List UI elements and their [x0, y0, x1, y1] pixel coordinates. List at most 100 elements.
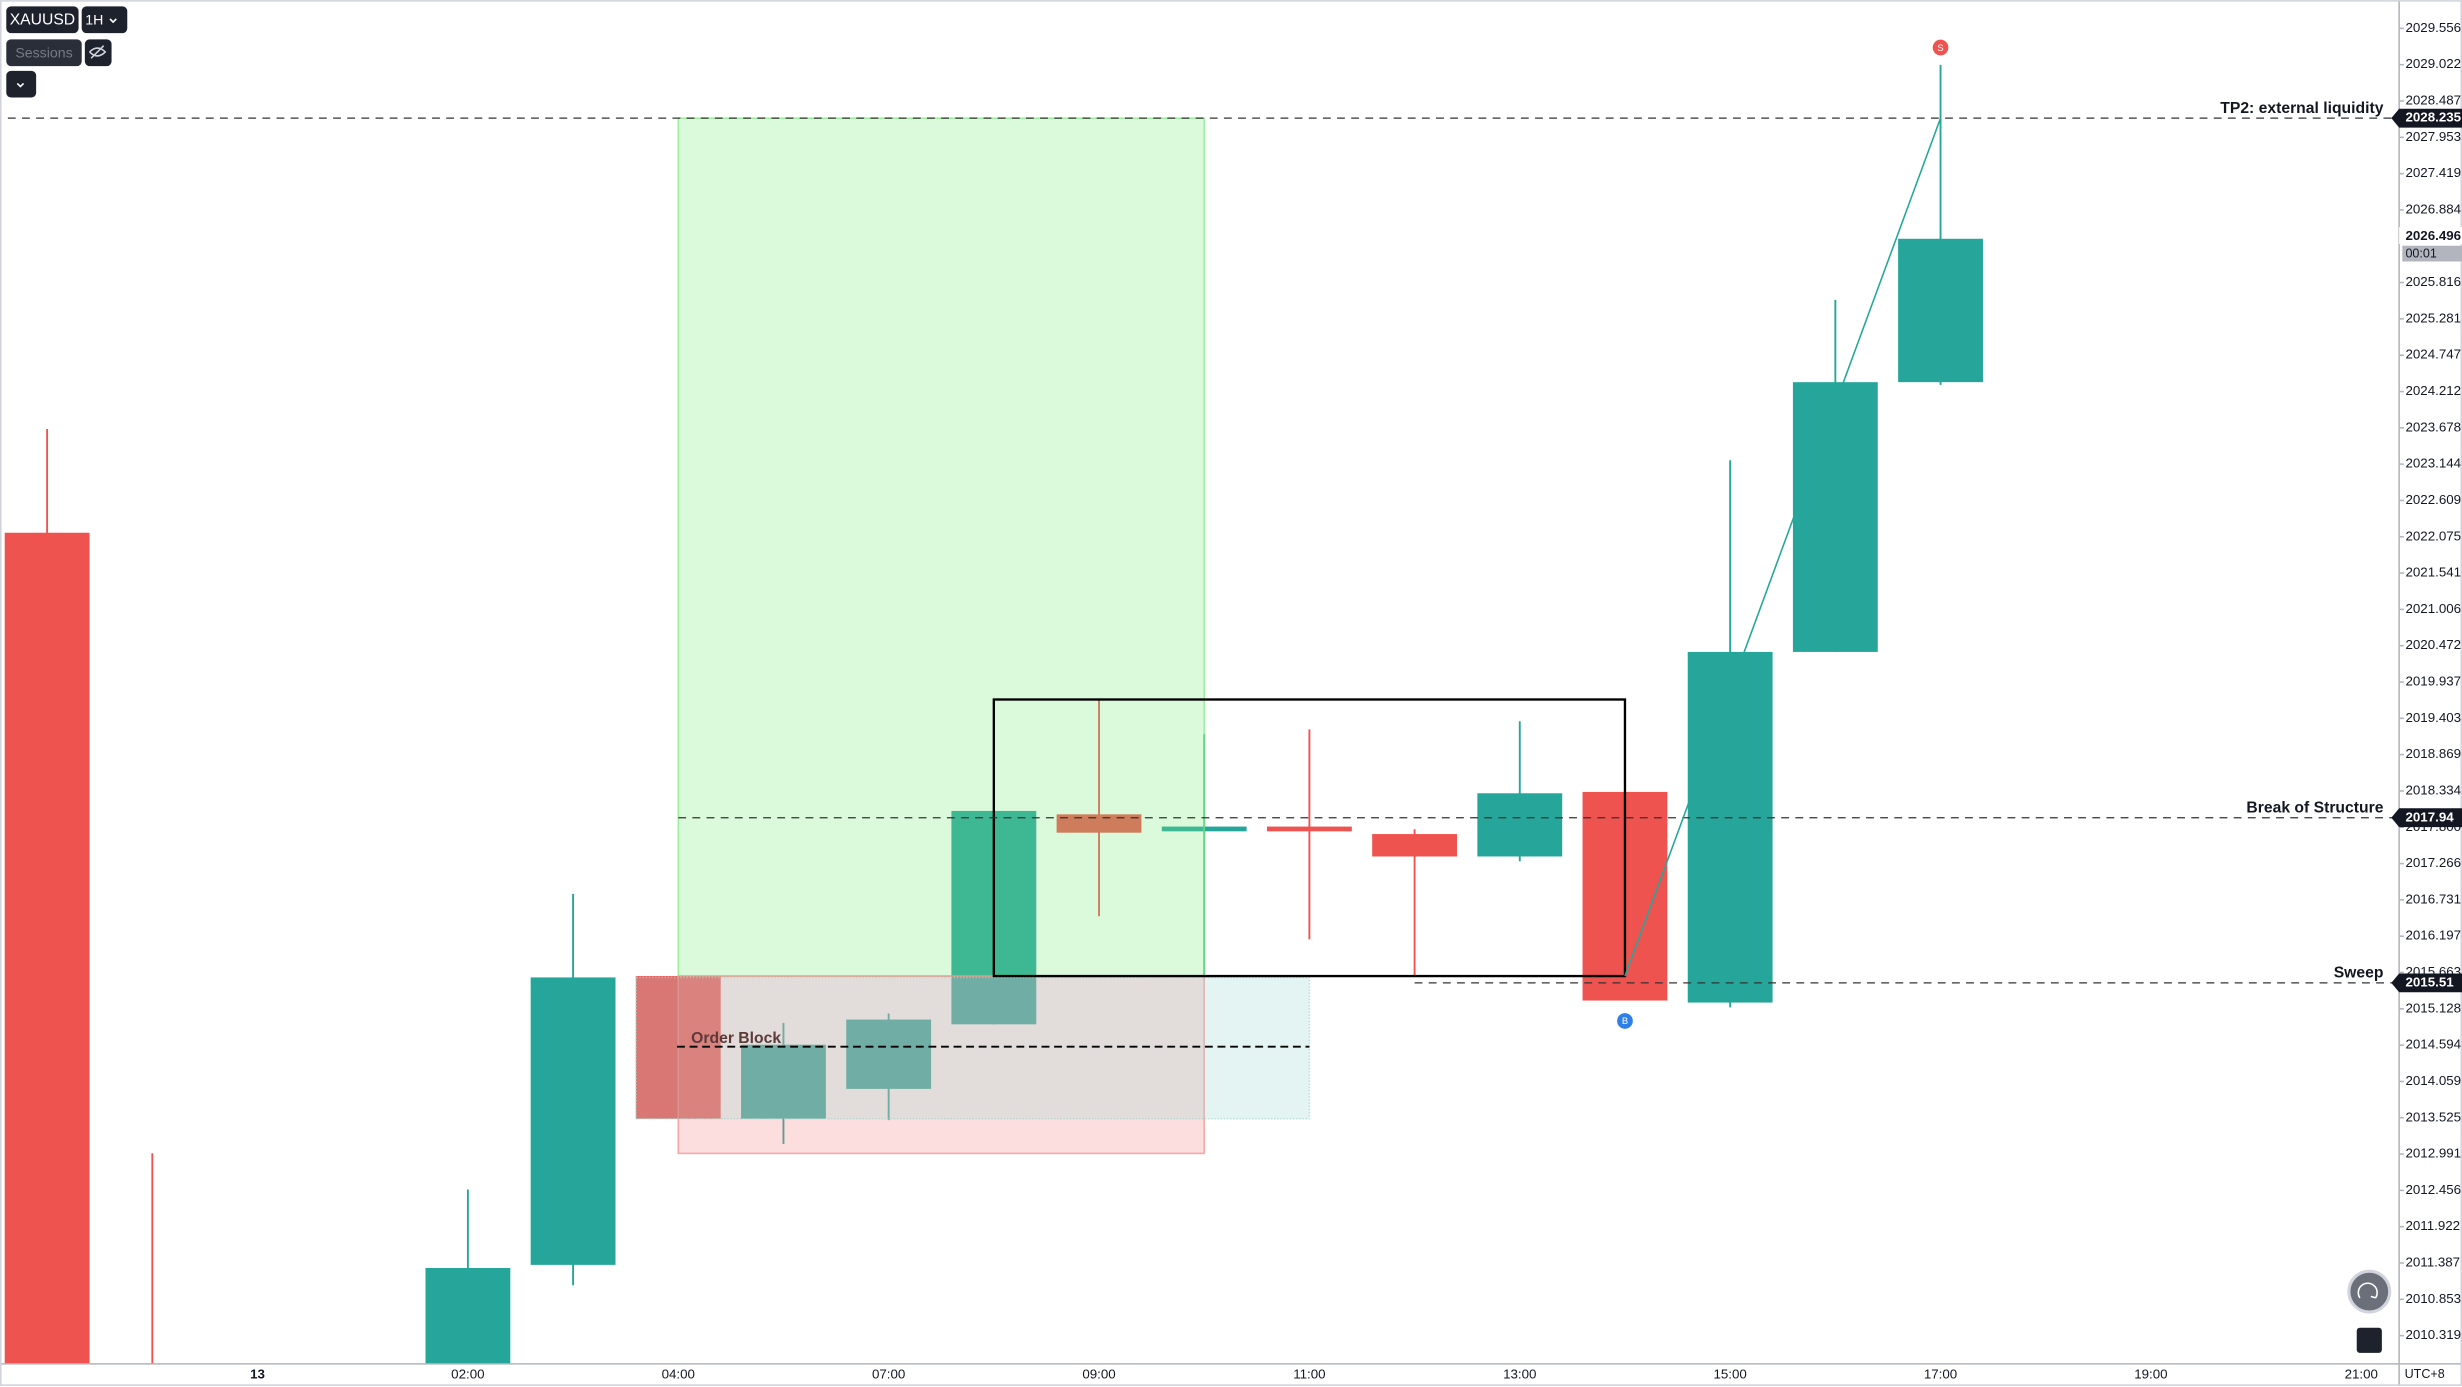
- candle-body: [1372, 834, 1458, 857]
- y-tick-label: 2013.525: [2405, 1109, 2461, 1124]
- corner-buttons: UTC+8: [2347, 1269, 2445, 1381]
- y-tick-label: 2019.403: [2405, 710, 2461, 725]
- timezone: UTC+8: [2405, 1367, 2445, 1381]
- y-tick-label: 2014.059: [2405, 1073, 2461, 1088]
- y-tick-label: 2027.953: [2405, 129, 2461, 144]
- y-tick-label: 2012.456: [2405, 1182, 2461, 1197]
- x-tick-label: 19:00: [2134, 1366, 2167, 1381]
- y-tick-label: 2024.212: [2405, 383, 2461, 398]
- x-tick-label: 02:00: [451, 1366, 484, 1381]
- reset-icon: [2357, 1282, 2378, 1299]
- interval-button[interactable]: [81, 6, 128, 34]
- level-tag-bg: [2391, 108, 2462, 128]
- sessions-button[interactable]: [6, 39, 82, 67]
- y-tick-label: 2011.387: [2405, 1255, 2460, 1270]
- x-tick-label: 15:00: [1713, 1366, 1746, 1381]
- candle-body: [1477, 793, 1563, 857]
- countdown-bg: [2402, 245, 2462, 262]
- y-tick-label: 2018.334: [2405, 782, 2461, 797]
- signal-marker: [1617, 1013, 1633, 1029]
- dropdown-icon: [109, 18, 117, 24]
- y-tick-label: 2029.022: [2405, 56, 2461, 71]
- plot-area: Order Block TP2: external liquidity Break …: [4, 39, 2400, 1364]
- toolbar: XAUUSD 1H Sessions: [6, 6, 128, 98]
- eye-icon: [89, 45, 107, 59]
- y-tick-label: 2015.128: [2405, 1000, 2461, 1015]
- candle-body: [1056, 814, 1142, 833]
- y-tick-label: 2022.609: [2405, 492, 2461, 507]
- countdown: 00:01: [2405, 247, 2436, 261]
- y-tick-label: 2021.006: [2405, 601, 2461, 616]
- y-tick-label: 2025.281: [2405, 310, 2461, 325]
- candle-body: [1792, 382, 1878, 652]
- y-tick-label: 2029.556: [2405, 20, 2461, 35]
- x-tick-label: 13: [250, 1366, 265, 1381]
- y-tick-label: 2010.853: [2405, 1291, 2461, 1306]
- zone-label: Order Block: [691, 1030, 781, 1047]
- zone: [677, 117, 1205, 977]
- level-tag-bg: [2391, 808, 2462, 828]
- candle-body: [741, 1044, 826, 1119]
- last-price: 2026.496: [2405, 228, 2461, 243]
- trend-line: [1624, 117, 1942, 977]
- level-label: Sweep: [2334, 965, 2384, 982]
- y-tick-label: 2024.747: [2405, 347, 2461, 362]
- candle-body: [1687, 651, 1773, 1003]
- candle-body: [425, 1268, 511, 1364]
- signal-marker: [1932, 39, 1949, 56]
- candle-body: [1266, 826, 1352, 832]
- x-tick-label: 13:00: [1503, 1366, 1536, 1381]
- x-tick-label: 07:00: [872, 1366, 905, 1381]
- level-label: Break of Structure: [2246, 799, 2383, 816]
- symbol[interactable]: XAUUSD: [10, 12, 75, 29]
- x-tick-label: 11:00: [1293, 1366, 1325, 1381]
- x-tick-label: 04:00: [662, 1366, 695, 1381]
- y-tick-label: 2022.075: [2405, 528, 2461, 543]
- reset-button[interactable]: [2347, 1269, 2392, 1314]
- y-tick-label: 2010.319: [2405, 1327, 2461, 1342]
- x-tick-label: 09:00: [1082, 1366, 1115, 1381]
- y-tick-label: 2020.472: [2405, 637, 2461, 652]
- signal-label: S: [1937, 42, 1943, 53]
- level-tag: 2028.235: [2405, 110, 2461, 125]
- y-tick-label: 2025.816: [2405, 274, 2461, 289]
- y-tick-label: 2026.884: [2405, 201, 2461, 216]
- candle-body: [530, 977, 616, 1265]
- x-tick-label: 17:00: [1924, 1366, 1957, 1381]
- zone: [635, 976, 1311, 1120]
- visibility-button[interactable]: [84, 39, 112, 67]
- y-tick-label: 2014.594: [2405, 1037, 2461, 1052]
- candle-body: [4, 532, 90, 1364]
- range-box: [992, 698, 1627, 978]
- level-tag: 2015.51: [2405, 974, 2454, 989]
- y-tick-label: 2027.419: [2405, 165, 2461, 180]
- sessions-label[interactable]: Sessions: [15, 44, 72, 60]
- y-tick-label: 2016.197: [2405, 928, 2461, 943]
- y-tick-label: 2023.144: [2405, 456, 2461, 471]
- symbol-button[interactable]: [6, 6, 79, 34]
- y-tick-label: 2019.937: [2405, 674, 2461, 689]
- y-tick-label: 2011.922: [2405, 1218, 2460, 1233]
- y-tick-label: 2028.487: [2405, 93, 2461, 108]
- candle-body: [1898, 238, 1983, 383]
- y-tick-label: 2021.541: [2405, 565, 2461, 580]
- y-tick-label: 2017.266: [2405, 855, 2461, 870]
- level-tag: 2017.94: [2405, 809, 2454, 824]
- y-tick-label: 2016.731: [2405, 891, 2461, 906]
- level-label: TP2: external liquidity: [2220, 100, 2383, 117]
- collapse-icon: [16, 82, 25, 88]
- auto-scale-button[interactable]: [2356, 1327, 2382, 1353]
- y-tick-label: 2023.678: [2405, 419, 2461, 434]
- level-tag-bg: [2391, 973, 2462, 993]
- last-price-bg: [2399, 226, 2462, 245]
- zone: [677, 975, 1205, 1155]
- y-tick-label: 2012.991: [2405, 1146, 2461, 1161]
- interval[interactable]: 1H: [85, 11, 103, 27]
- candle-body: [846, 1019, 932, 1089]
- signal-label: B: [1622, 1015, 1628, 1026]
- collapse-button[interactable]: [6, 70, 37, 98]
